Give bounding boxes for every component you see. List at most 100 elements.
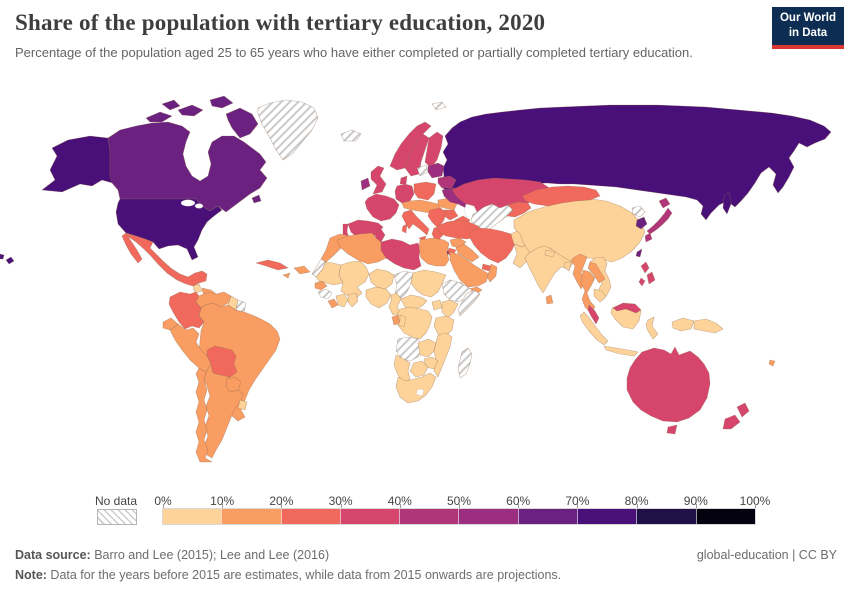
country-poland[interactable]	[413, 181, 437, 201]
country-mongolia[interactable]	[521, 185, 601, 207]
region-baltics[interactable]	[427, 162, 445, 179]
legend-bin-90-100%[interactable]	[695, 509, 755, 524]
country-namibia[interactable]	[393, 354, 411, 384]
country-botswana[interactable]	[409, 360, 429, 378]
country-chad[interactable]	[393, 270, 414, 299]
country-denmark[interactable]	[399, 175, 408, 185]
legend-bin-40-50%[interactable]	[399, 509, 459, 524]
country-finland[interactable]	[424, 131, 444, 169]
country-germany[interactable]	[394, 183, 415, 204]
country-thailand[interactable]	[580, 269, 596, 314]
country-malaysia-borneo[interactable]	[612, 302, 642, 314]
country-australia[interactable]	[626, 346, 711, 423]
country-guatemala[interactable]	[192, 283, 203, 294]
country-laos[interactable]	[587, 261, 606, 284]
island-tasmania[interactable]	[666, 424, 678, 435]
island-hawaii-2[interactable]	[0, 253, 5, 260]
island-hawaii-1[interactable]	[5, 256, 15, 265]
island-west-papua[interactable]	[671, 317, 695, 332]
country-colombia[interactable]	[168, 291, 205, 330]
legend-bin-30-40%[interactable]	[339, 509, 400, 524]
country-libya[interactable]	[380, 238, 422, 271]
country-north-korea[interactable]	[631, 205, 646, 218]
country-madagascar[interactable]	[457, 347, 473, 379]
country-tunisia[interactable]	[373, 228, 386, 243]
country-iceland[interactable]	[340, 129, 362, 142]
country-uae[interactable]	[481, 263, 492, 272]
peninsula-baja[interactable]	[121, 232, 143, 264]
country-peru[interactable]	[169, 323, 212, 373]
country-niger[interactable]	[368, 268, 395, 290]
country-uruguay[interactable]	[237, 399, 248, 411]
country-italy[interactable]	[401, 209, 430, 236]
country-kenya[interactable]	[441, 299, 459, 319]
country-venezuela[interactable]	[195, 291, 232, 309]
island-hispaniola[interactable]	[293, 265, 311, 275]
country-suriname[interactable]	[235, 299, 247, 313]
country-south-korea[interactable]	[635, 216, 648, 230]
island-kyushu[interactable]	[644, 232, 653, 243]
country-liberia[interactable]	[327, 298, 339, 309]
country-greenland[interactable]	[257, 99, 319, 161]
country-tanzania[interactable]	[433, 315, 455, 337]
island-sakhalin[interactable]	[722, 191, 732, 215]
country-malaysia-peninsula[interactable]	[587, 304, 600, 325]
arctic-island-3[interactable]	[209, 95, 234, 109]
country-papua-new-guinea[interactable]	[693, 318, 724, 334]
arctic-island-1[interactable]	[145, 111, 173, 123]
country-angola[interactable]	[395, 336, 423, 362]
country-sri-lanka[interactable]	[545, 294, 554, 305]
country-oman[interactable]	[486, 263, 498, 283]
country-mexico[interactable]	[125, 232, 208, 287]
country-cambodia[interactable]	[593, 288, 607, 303]
country-guinea[interactable]	[317, 288, 333, 300]
island-visayas[interactable]	[638, 277, 646, 287]
island-hokkaido[interactable]	[658, 197, 671, 209]
region-baltic-nodata[interactable]	[416, 164, 429, 177]
country-nigeria[interactable]	[365, 286, 392, 309]
country-jamaica[interactable]	[282, 272, 291, 279]
country-iraq[interactable]	[455, 243, 480, 263]
island-java[interactable]	[603, 345, 639, 357]
country-russia[interactable]	[440, 104, 832, 221]
country-uganda[interactable]	[431, 299, 443, 311]
country-ghana[interactable]	[347, 292, 359, 308]
country-new-zealand-south[interactable]	[722, 414, 741, 430]
legend-bin-20-30%[interactable]	[280, 509, 340, 524]
island-sumatra[interactable]	[579, 311, 609, 346]
region-uzbekistan-turkmenistan[interactable]	[470, 203, 514, 234]
island-sulawesi[interactable]	[645, 316, 659, 340]
arctic-island-4[interactable]	[161, 99, 181, 111]
country-egypt[interactable]	[418, 237, 450, 267]
island-mindanao[interactable]	[646, 271, 656, 285]
island-sardinia[interactable]	[401, 223, 408, 234]
owid-logo[interactable]: Our World in Data	[772, 7, 844, 49]
country-mozambique[interactable]	[433, 332, 453, 378]
island-newfoundland[interactable]	[251, 194, 262, 204]
country-ireland[interactable]	[360, 177, 371, 191]
country-senegal[interactable]	[314, 280, 328, 291]
legend-bin-50-60%[interactable]	[458, 509, 518, 524]
country-zambia[interactable]	[417, 338, 437, 358]
country-uk[interactable]	[370, 165, 387, 195]
country-paraguay[interactable]	[225, 376, 242, 393]
country-taiwan[interactable]	[635, 248, 643, 258]
country-sweden[interactable]	[404, 133, 430, 177]
license-text[interactable]: global-education | CC BY	[696, 548, 837, 562]
legend-bin-60-70%[interactable]	[517, 509, 578, 524]
country-bangladesh[interactable]	[563, 261, 572, 272]
country-ecuador[interactable]	[162, 317, 179, 331]
country-chile[interactable]	[195, 367, 213, 463]
country-sudan[interactable]	[410, 269, 447, 298]
island-svalbard[interactable]	[431, 101, 447, 111]
country-india[interactable]	[524, 245, 574, 294]
legend-bin-0-10%[interactable]	[163, 509, 222, 524]
legend-bin-70-80%[interactable]	[577, 509, 637, 524]
country-usa-alaska[interactable]	[41, 135, 117, 193]
country-congo[interactable]	[397, 314, 407, 328]
region-kyrgyzstan-tajikistan[interactable]	[506, 201, 532, 218]
legend-no-data-swatch[interactable]	[97, 509, 137, 525]
country-central-african-republic[interactable]	[400, 294, 428, 310]
arctic-island-2[interactable]	[177, 104, 204, 117]
country-south-africa[interactable]	[395, 372, 437, 404]
